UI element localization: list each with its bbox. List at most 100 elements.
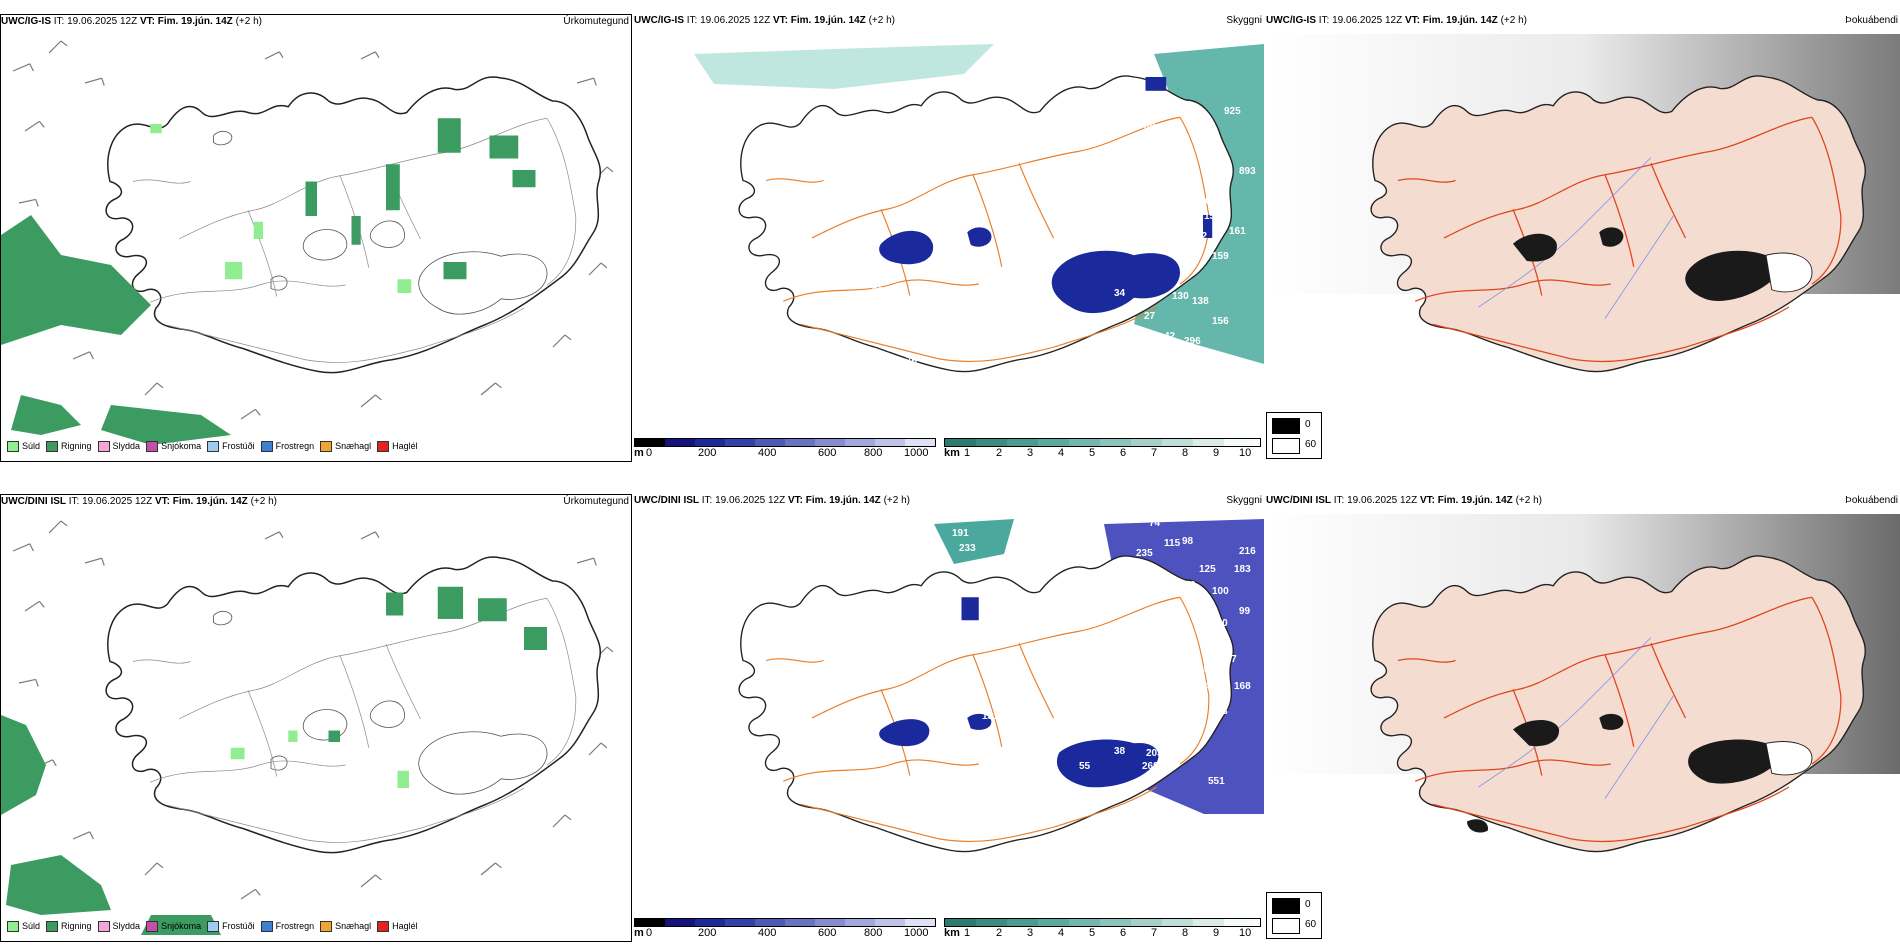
cloud-value: 479 — [1189, 111, 1206, 122]
fog-legend: 0 60 — [1266, 412, 1322, 459]
cloud-value: 62 — [1014, 781, 1026, 792]
fog-legend: 0 60 — [1266, 892, 1322, 939]
cloud-value: 42 — [1164, 331, 1176, 342]
cloud-value: 115 — [1164, 538, 1181, 549]
precip-type-panel-2: UWC/DINI ISL IT: 19.06.2025 12Z VT: Fim.… — [0, 494, 632, 942]
cloud-value: 43 — [880, 768, 892, 779]
cloud-map: 84 163 479 925 39 258 893 140 151 161 32… — [694, 44, 1264, 407]
precip-type-panel-1: UWC/IG-IS IT: 19.06.2025 12Z VT: Fim. 19… — [0, 14, 632, 462]
cloud-value: 925 — [1224, 106, 1241, 117]
cloud-value: 551 — [1208, 776, 1225, 787]
colorbar-tick: 10 — [1239, 447, 1252, 459]
legend-item-snjokoma: Snjókoma — [146, 920, 201, 932]
colorbar-tick: 0 — [646, 927, 653, 939]
fog-dark-areas — [1513, 227, 1784, 302]
cloud-value: 893 — [1239, 166, 1256, 177]
legend-item-frostregn: Frostregn — [260, 440, 314, 452]
colorbar-tick: 400 — [758, 927, 777, 939]
it-label: IT: — [686, 15, 698, 26]
vt-label: VT: — [787, 495, 803, 506]
it-label: IT: — [68, 496, 80, 507]
fog-map — [1266, 514, 1900, 914]
cloud-value: 37 — [1054, 336, 1066, 347]
cloud-base-areas — [879, 77, 1213, 314]
fog-dark-areas — [1467, 713, 1782, 833]
colorbar-tick: 200 — [698, 927, 717, 939]
vt-value: Fim. 19.jún. 14Z — [790, 15, 866, 26]
it-label: IT: — [1333, 495, 1345, 506]
colorbar-tick: 2 — [996, 927, 1003, 939]
cloud-value: 153 — [1211, 706, 1228, 717]
model-name: UWC/IG-IS — [1, 16, 51, 27]
panel-header: UWC/IG-IS IT: 19.06.2025 12Z VT: Fim. 19… — [634, 14, 1264, 28]
cloud-value: 130 — [1172, 291, 1189, 302]
vt-value: Fim. 19.jún. 14Z — [172, 496, 248, 507]
cloud-value: 38 — [872, 286, 884, 297]
time-offset: (+2 h) — [1500, 15, 1527, 26]
cloud-value: 66 — [1089, 316, 1101, 327]
precip-legend: Súld Rigning Slydda Snjókoma Frostúði Fr… — [1, 915, 418, 937]
cloud-value: 183 — [1234, 564, 1251, 575]
model-name: UWC/DINI ISL — [634, 495, 699, 506]
colorbar-unit: km — [944, 927, 960, 939]
precip-map — [1, 520, 614, 935]
colorbar-tick: 2 — [996, 447, 1003, 459]
colorbar-tick: 1 — [964, 927, 971, 939]
panel-header: UWC/DINI ISL IT: 19.06.2025 12Z VT: Fim.… — [1266, 494, 1900, 508]
vt-label: VT: — [154, 496, 170, 507]
legend-item-slydda: Slydda — [97, 920, 140, 932]
colorbar-tick: 200 — [698, 447, 717, 459]
legend-item-rigning: Rigning — [46, 920, 92, 932]
rain-areas — [305, 118, 536, 280]
vt-label: VT: — [1404, 15, 1420, 26]
cloud-value: 42 — [1042, 311, 1054, 322]
cloud-value: 235 — [1136, 548, 1153, 559]
cloud-value: 131 — [1179, 736, 1196, 747]
legend-item-snaehagl: Snæhagl — [320, 440, 371, 452]
cloud-value: 73 — [942, 754, 954, 765]
colorbar-tick: 7 — [1151, 447, 1158, 459]
cloud-value: 100 — [1179, 580, 1196, 591]
visibility-colorbar: km 1 2 3 4 5 6 7 8 9 10 — [944, 918, 1264, 940]
colorbar-tick: 4 — [1058, 447, 1065, 459]
legend-item-slydda: Slydda — [97, 440, 140, 452]
cloud-value: 39 — [1144, 121, 1156, 132]
panel-title: Þokuábendi — [1845, 495, 1898, 506]
fog-legend-dark: 0 — [1305, 419, 1311, 430]
colorbar-tick: 5 — [1089, 447, 1096, 459]
cloud-value: 50 — [942, 271, 954, 282]
colorbar-tick: 8 — [1182, 447, 1189, 459]
panel-title: Úrkomutegund — [563, 496, 629, 507]
cloud-value: 74 — [909, 396, 921, 407]
colorbar-tick: 1 — [964, 447, 971, 459]
model-name: UWC/IG-IS — [634, 15, 684, 26]
model-name: UWC/IG-IS — [1266, 15, 1316, 26]
cloud-value: 147 — [1199, 681, 1216, 692]
legend-item-sudl: Súld — [7, 440, 40, 452]
cloud-value: 131 — [982, 711, 999, 722]
cloud-value: 38 — [1114, 746, 1126, 757]
rain-offshore — [1, 715, 46, 815]
cloud-value: 163 — [1164, 106, 1181, 117]
cloud-value: 203 — [1146, 748, 1163, 759]
it-value: 19.06.2025 12Z — [700, 15, 771, 26]
cloud-value: 63 — [924, 288, 936, 299]
colorbar-tick: 1000 — [904, 447, 929, 459]
panel-title: Skyggni — [1226, 495, 1262, 506]
panel-header: UWC/DINI ISL IT: 19.06.2025 12Z VT: Fim.… — [634, 494, 1264, 508]
fog-legend-dark: 0 — [1305, 899, 1311, 910]
colorbar-tick: 8 — [1182, 927, 1189, 939]
fog-map — [1266, 34, 1900, 434]
cloud-value: 55 — [1079, 761, 1091, 772]
it-label: IT: — [53, 16, 65, 27]
cloud-value: 168 — [1234, 681, 1251, 692]
cloud-value: 79 — [932, 396, 944, 407]
model-name: UWC/DINI ISL — [1, 496, 66, 507]
cloud-value: 129 — [1196, 623, 1213, 634]
vt-label: VT: — [772, 15, 788, 26]
cloud-value: 34 — [1114, 288, 1126, 299]
cloud-value: 183 — [1189, 713, 1206, 724]
colorbar-unit: km — [944, 447, 960, 459]
cloud-value: 100 — [1212, 586, 1229, 597]
